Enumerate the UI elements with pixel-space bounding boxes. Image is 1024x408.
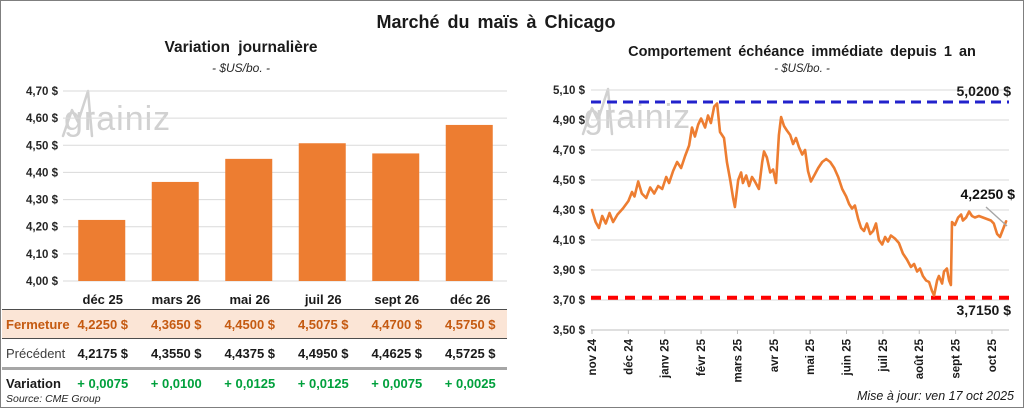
watermark-text-suffix: iz <box>664 98 692 136</box>
table-month-header: sept 26 <box>374 292 420 307</box>
table-row-label: Variation <box>6 375 61 391</box>
bar <box>298 143 346 281</box>
x-axis-tick-label: mars 25 <box>732 338 744 382</box>
table-row-close: Fermeture 4,2250 $ 4,3650 $ 4,4500 $ 4,5075 … <box>2 309 507 339</box>
x-axis-tick-label: avr 25 <box>769 338 781 372</box>
y-axis-tick-label: 5,10 $ <box>553 85 586 97</box>
table-cell-variation: + 0,0025 <box>444 375 496 391</box>
y-axis-tick-label: 4,40 $ <box>26 167 59 179</box>
table-month-header: mai 26 <box>229 292 270 307</box>
y-axis-tick-label: 4,30 $ <box>553 205 586 217</box>
watermark-zigzag-icon <box>61 89 94 138</box>
x-axis-tick-label: juin 25 <box>842 338 854 376</box>
y-axis-tick-label: 4,70 $ <box>26 86 59 98</box>
y-axis-tick-label: 3,90 $ <box>553 265 586 277</box>
table-cell-close: 4,3650 $ <box>150 316 202 332</box>
source-note: Source: CME Group <box>6 393 101 405</box>
y-axis-tick-label: 4,10 $ <box>553 235 586 247</box>
x-axis-tick-label: nov 24 <box>587 338 599 375</box>
x-axis-tick-label: mai 25 <box>805 338 817 374</box>
table-cell-previous: 4,4375 $ <box>224 345 276 361</box>
x-axis-tick-label: févr 25 <box>696 338 708 376</box>
table-cell-previous: 4,4950 $ <box>297 345 349 361</box>
table-cell-variation: + 0,0100 <box>150 375 202 391</box>
x-axis-tick-label: janv 25 <box>660 338 672 379</box>
table-cell-variation: + 0,0125 <box>297 375 349 391</box>
y-axis-tick-label: 3,70 $ <box>553 295 586 307</box>
table-cell-previous: 4,3550 $ <box>150 345 202 361</box>
y-axis-tick-label: 4,20 $ <box>26 222 59 234</box>
table-month-header: mars 26 <box>151 292 201 307</box>
bar <box>151 181 199 281</box>
table-row-variation: Variation + 0,0075 + 0,0100 + 0,0125 + 0,012… <box>2 370 507 396</box>
table-row-label: Fermeture <box>6 316 70 332</box>
table-cell-previous: 4,5725 $ <box>444 345 496 361</box>
front-month-line-chart: 3,50 $ 3,70 $ 3,90 $ 4,10 $ 4,30 $ 4,50 $ 4,70… <box>553 85 1009 382</box>
table-row-previous: Précédent 4,2175 $ 4,3550 $ 4,4375 $ 4,4950 … <box>2 339 507 370</box>
table-cell-close: 4,2250 $ <box>77 316 129 332</box>
high-reference-label: 5,0200 $ <box>956 83 1012 99</box>
table-month-header: déc 25 <box>82 292 123 307</box>
table-cell-previous: 4,2175 $ <box>77 345 129 361</box>
table-cell-close: 4,4700 $ <box>371 316 423 332</box>
price-line <box>590 102 1008 297</box>
x-axis-tick-label: juil 25 <box>878 338 890 372</box>
table-cell-close: 4,5075 $ <box>297 316 349 332</box>
table-cell-variation: + 0,0125 <box>224 375 276 391</box>
y-axis-tick-label: 4,10 $ <box>26 249 59 261</box>
y-axis-tick-label: 3,50 $ <box>553 325 586 337</box>
page-title: Marché du maïs à Chicago <box>376 12 616 32</box>
table-header-row: déc 25 mars 26 mai 26 juil 26 sept 26 déc 26 <box>2 285 507 309</box>
table-cell-close: 4,5750 $ <box>444 316 496 332</box>
table-cell-previous: 4,4625 $ <box>371 345 423 361</box>
watermark-text-suffix: iz <box>144 100 172 138</box>
table-row-label: Précédent <box>6 345 66 361</box>
daily-variation-bar-chart: 4,00 $ 4,10 $ 4,20 $ 4,30 $ 4,40 $ 4,50 $ 4,60… <box>26 86 507 288</box>
table-cell-close: 4,4500 $ <box>224 316 276 332</box>
bar-chart-subtitle: - $US/bo. - <box>211 61 271 75</box>
x-axis-tick-label: août 25 <box>914 338 926 379</box>
y-axis-tick-label: 4,50 $ <box>553 175 586 187</box>
grainwiz-watermark: grain iz <box>581 87 692 136</box>
y-axis-tick-label: 4,60 $ <box>26 113 59 125</box>
last-price-leader-line <box>985 206 1008 227</box>
table-cell-variation: + 0,0075 <box>371 375 423 391</box>
line-chart-title: Comportement échéance immédiate depuis 1… <box>628 44 976 60</box>
y-axis-tick-label: 4,90 $ <box>553 115 586 127</box>
bar-chart-title: Variation journalière <box>164 39 318 56</box>
bar <box>445 124 493 281</box>
x-axis-tick-label: oct 25 <box>987 338 999 372</box>
y-axis-tick-label: 4,30 $ <box>26 195 59 207</box>
table-month-header: déc 26 <box>450 292 491 307</box>
low-reference-label: 3,7150 $ <box>956 302 1012 318</box>
x-axis-tick-label: sept 25 <box>951 338 963 378</box>
table-month-header: juil 26 <box>304 292 342 307</box>
line-chart-subtitle: - $US/bo. - <box>774 63 830 75</box>
bar <box>78 219 126 281</box>
x-axis-tick-label: déc 24 <box>623 338 635 374</box>
bar <box>372 153 420 281</box>
y-axis-tick-label: 4,50 $ <box>26 140 59 152</box>
bar <box>225 158 273 281</box>
y-axis-tick-label: 4,00 $ <box>26 276 59 288</box>
last-updated-note: Mise à jour: ven 17 oct 2025 <box>856 389 1014 403</box>
last-price-label: 4,2250 $ <box>960 186 1016 202</box>
y-axis-tick-label: 4,70 $ <box>553 145 586 157</box>
table-cell-variation: + 0,0075 <box>77 375 129 391</box>
futures-price-table: déc 25 mars 26 mai 26 juil 26 sept 26 déc 26 F… <box>2 285 507 396</box>
grainwiz-watermark: grain iz <box>61 89 172 138</box>
